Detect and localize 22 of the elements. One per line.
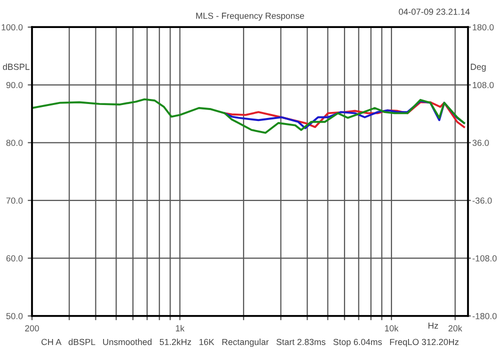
x-tick-label: 10k: [385, 324, 399, 332]
y2-tick-label: -180.0: [472, 313, 497, 320]
y2-tick-label: -36.0: [472, 197, 492, 204]
y-tick-label: 100.0: [2, 24, 23, 30]
text: 04-07-09 23.21.14: [398, 8, 470, 15]
y2-tick-label: 180.0: [472, 24, 494, 30]
text: CH A dBSPL Unsmoothed 51.2kHz 16K Rectangular Start 2.83ms Stop 6.04ms FreqLO 312.20Hz: [41, 338, 459, 347]
y-axis-title: dBSPL: [2, 63, 30, 70]
chart-title: MLS - Frequency Response: [196, 12, 304, 21]
y2-tick-label: 108.0: [472, 82, 494, 88]
x-tick-label: 20k: [448, 324, 462, 332]
y-tick-label: 60.0: [6, 255, 23, 262]
y2-tick-label: -108.0: [472, 255, 497, 262]
y-tick-label: 50.0: [6, 313, 23, 320]
x-tick-label: 1k: [176, 324, 185, 332]
x-tick-label: 200: [25, 325, 39, 332]
y2-tick-label: 36.0: [472, 140, 489, 146]
y-tick-label: 80.0: [6, 140, 23, 146]
y-tick-label: 90.0: [6, 82, 23, 88]
y2-axis-title: Deg: [470, 64, 486, 72]
y-tick-label: 70.0: [6, 197, 23, 204]
x-axis-title: Hz: [428, 322, 438, 329]
